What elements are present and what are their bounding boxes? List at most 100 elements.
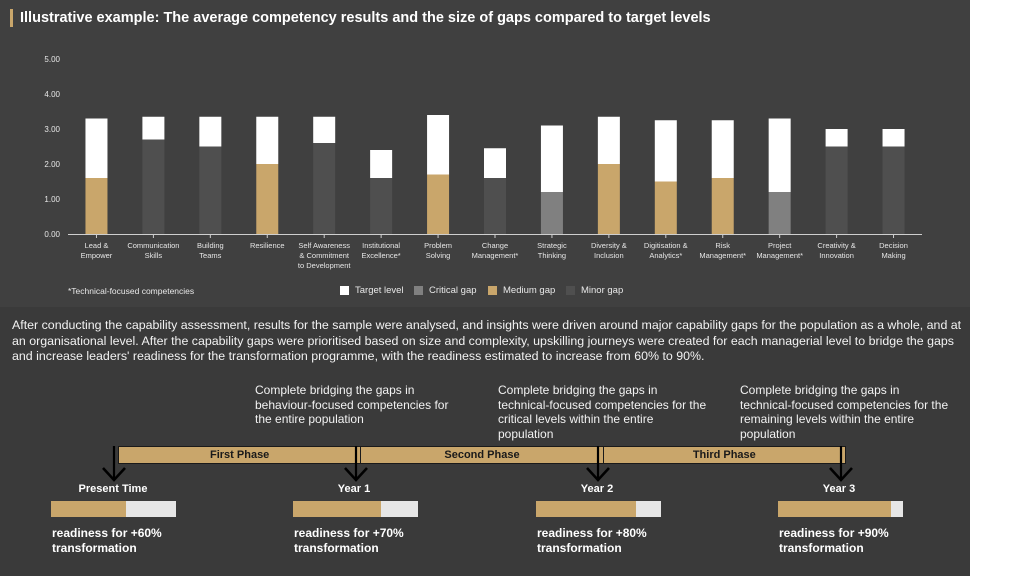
phase-segment-3: Third Phase bbox=[604, 447, 845, 463]
target-gap-bar bbox=[142, 116, 165, 140]
readiness-bar-year-2 bbox=[536, 501, 661, 517]
current-level-bar bbox=[484, 178, 506, 234]
y-tick-label: 1.00 bbox=[44, 195, 60, 204]
readiness-line: transformation bbox=[537, 541, 622, 555]
readiness-line: transformation bbox=[294, 541, 379, 555]
x-tick-label: Management* bbox=[472, 251, 519, 260]
arrow-down-icon bbox=[344, 446, 368, 482]
phase-label: Second Phase bbox=[444, 449, 520, 461]
legend-swatch-critical bbox=[414, 286, 423, 295]
readiness-bar-year-3 bbox=[778, 501, 903, 517]
arrow-down-icon bbox=[102, 446, 126, 482]
summary-paragraph: After conducting the capability assessme… bbox=[12, 318, 962, 363]
current-level-bar bbox=[768, 192, 791, 234]
target-gap-bar bbox=[882, 129, 905, 147]
target-gap-bar bbox=[768, 118, 791, 192]
phase-description-1: Complete bridging the gaps in behaviour-… bbox=[255, 383, 449, 426]
current-level-bar bbox=[711, 178, 734, 234]
legend-item-medium: Medium gap bbox=[488, 285, 555, 296]
target-gap-bar bbox=[199, 116, 222, 147]
readiness-line: readiness for +60% bbox=[52, 526, 162, 540]
current-level-bar bbox=[142, 139, 165, 234]
current-level-bar bbox=[256, 164, 279, 234]
phase-label: First Phase bbox=[210, 449, 270, 461]
current-level-bar bbox=[654, 181, 677, 234]
readiness-text-year-1: readiness for +70% transformation bbox=[294, 526, 404, 556]
x-tick-label: Decision bbox=[879, 241, 908, 250]
current-level-bar bbox=[370, 178, 393, 234]
x-tick-label: to Development bbox=[298, 261, 351, 270]
x-tick-label: Management* bbox=[756, 251, 803, 260]
target-gap-bar bbox=[540, 125, 563, 192]
readiness-fill bbox=[778, 501, 891, 517]
x-tick-label: Inclusion bbox=[594, 251, 624, 260]
current-level-bar bbox=[597, 164, 620, 234]
current-level-bar bbox=[825, 146, 848, 234]
x-tick-label: Thinking bbox=[538, 251, 566, 260]
x-tick-label: Communication bbox=[127, 241, 179, 250]
legend-swatch-medium bbox=[488, 286, 497, 295]
x-tick-label: Making bbox=[881, 251, 905, 260]
readiness-line: transformation bbox=[52, 541, 137, 555]
phase-description-3: Complete bridging the gaps in technical-… bbox=[740, 383, 949, 441]
y-tick-label: 0.00 bbox=[44, 230, 60, 239]
x-tick-label: Digitisation & bbox=[644, 241, 688, 250]
legend-item-minor: Minor gap bbox=[566, 285, 623, 296]
x-tick-label: Resilience bbox=[250, 241, 285, 250]
x-tick-label: Strategic bbox=[537, 241, 567, 250]
competency-bar-chart: 0.00 1.00 2.00 3.00 4.00 5.00 Lead &Empower Com… bbox=[44, 55, 922, 270]
legend-label: Minor gap bbox=[581, 285, 624, 296]
current-level-bar bbox=[313, 143, 336, 234]
phase-segment-2: Second Phase bbox=[361, 447, 604, 463]
arrow-down-icon bbox=[586, 446, 610, 482]
x-tick-label: Analytics* bbox=[649, 251, 682, 260]
target-gap-bar bbox=[597, 116, 620, 164]
target-gap-bar bbox=[825, 129, 848, 147]
chart-footnote: *Technical-focused competencies bbox=[68, 286, 195, 296]
slide: Illustrative example: The average compet… bbox=[0, 0, 970, 576]
x-tick-label: Building bbox=[197, 241, 224, 250]
x-tick-label: & Commitment bbox=[299, 251, 350, 260]
readiness-text-present: readiness for +60% transformation bbox=[52, 526, 162, 556]
target-gap-bar bbox=[427, 115, 450, 175]
readiness-fill bbox=[51, 501, 126, 517]
readiness-line: readiness for +70% bbox=[294, 526, 404, 540]
y-tick-label: 2.00 bbox=[44, 160, 60, 169]
chart-panel: Illustrative example: The average compet… bbox=[10, 9, 922, 296]
y-tick-label: 5.00 bbox=[44, 55, 60, 64]
x-tick-label: Excellence* bbox=[362, 251, 401, 260]
y-tick-label: 4.00 bbox=[44, 90, 60, 99]
current-level-bar bbox=[427, 174, 450, 234]
legend-item-critical: Critical gap bbox=[414, 285, 477, 296]
x-tick-label: Empower bbox=[81, 251, 113, 260]
target-gap-bar bbox=[85, 118, 108, 178]
x-tick-label: Innovation bbox=[819, 251, 854, 260]
legend-label: Target level bbox=[355, 285, 404, 296]
target-gap-bar bbox=[313, 116, 336, 143]
readiness-line: readiness for +90% bbox=[779, 526, 889, 540]
target-gap-bar bbox=[256, 116, 279, 164]
readiness-fill bbox=[536, 501, 636, 517]
readiness-bar-year-1 bbox=[293, 501, 418, 517]
milestone-year-2: Year 2 bbox=[580, 483, 614, 495]
x-tick-label: Solving bbox=[426, 251, 451, 260]
x-tick-label: Problem bbox=[424, 241, 452, 250]
readiness-line: readiness for +80% bbox=[537, 526, 647, 540]
x-tick-label: Skills bbox=[145, 251, 163, 260]
phase-timeline: First Phase Second Phase Third Phase bbox=[118, 446, 846, 464]
milestone-year-1: Year 1 bbox=[337, 483, 371, 495]
x-tick-label: Change bbox=[482, 241, 508, 250]
x-tick-label: Institutional bbox=[362, 241, 400, 250]
x-tick-label: Teams bbox=[199, 251, 221, 260]
x-tick-label: Risk bbox=[715, 241, 730, 250]
title-accent-bar bbox=[10, 9, 13, 27]
current-level-bar bbox=[85, 178, 108, 234]
readiness-text-year-2: readiness for +80% transformation bbox=[537, 526, 647, 556]
milestone-year-3: Year 3 bbox=[822, 483, 856, 495]
readiness-bar-present bbox=[51, 501, 176, 517]
x-tick-label: Self Awareness bbox=[298, 241, 350, 250]
phase-description-2: Complete bridging the gaps in technical-… bbox=[498, 383, 707, 441]
readiness-fill bbox=[293, 501, 381, 517]
current-level-bar bbox=[882, 146, 905, 234]
legend-label: Medium gap bbox=[503, 285, 556, 296]
